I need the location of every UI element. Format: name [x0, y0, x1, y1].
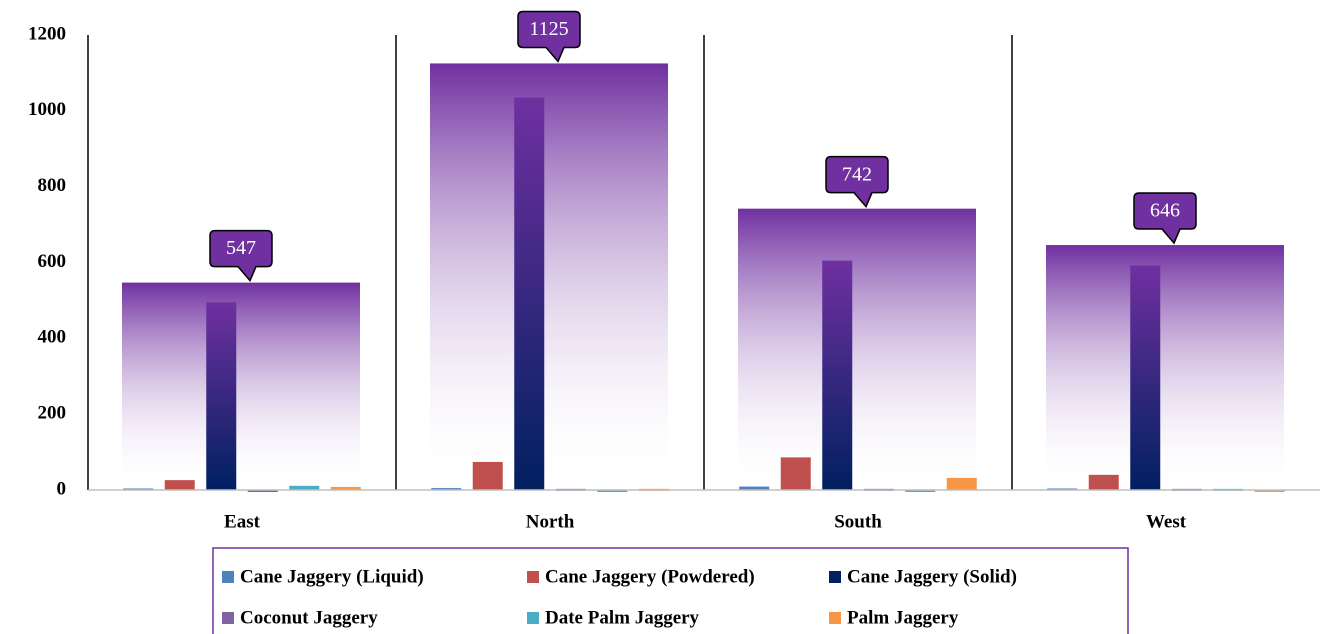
bar	[946, 477, 977, 490]
legend-label: Coconut Jaggery	[240, 607, 378, 628]
data-label: 547	[226, 237, 256, 259]
y-tick-label: 600	[38, 251, 67, 272]
total-bar	[430, 63, 668, 490]
bar	[206, 302, 237, 490]
bar	[739, 486, 770, 490]
total-bar	[738, 208, 976, 491]
x-tick-label: West	[1146, 511, 1187, 532]
bar	[905, 490, 936, 492]
legend-label: Palm Jaggery	[847, 607, 959, 628]
legend-swatch	[527, 571, 539, 583]
bar	[330, 486, 361, 490]
y-tick-label: 0	[57, 478, 67, 499]
legend-swatch	[222, 571, 234, 583]
data-label: 742	[842, 163, 872, 185]
bar	[597, 490, 628, 492]
legend-label: Cane Jaggery (Powdered)	[545, 566, 755, 587]
legend-swatch	[222, 612, 234, 624]
legend-swatch	[829, 571, 841, 583]
bar	[780, 457, 811, 490]
legend-label: Date Palm Jaggery	[545, 607, 700, 628]
bar	[514, 97, 545, 490]
legend-label: Cane Jaggery (Liquid)	[240, 566, 424, 587]
bar	[1130, 265, 1161, 490]
data-label: 646	[1150, 200, 1180, 222]
legend-swatch	[527, 612, 539, 624]
y-tick-label: 400	[38, 327, 67, 348]
callout	[825, 155, 889, 209]
y-tick-label: 200	[38, 403, 67, 424]
bar	[1254, 490, 1285, 492]
bar	[822, 260, 853, 490]
bar	[431, 488, 462, 491]
y-tick-label: 800	[38, 175, 67, 196]
bar	[1088, 474, 1119, 490]
legend-box	[212, 547, 1129, 634]
bar	[472, 461, 503, 490]
bar	[164, 480, 195, 490]
data-label: 1125	[529, 18, 568, 40]
callout	[1133, 192, 1197, 245]
bar	[289, 485, 320, 490]
total-bar	[1046, 245, 1284, 490]
x-tick-label: North	[526, 511, 575, 532]
legend-label: Cane Jaggery (Solid)	[847, 566, 1017, 587]
total-bar	[122, 282, 360, 490]
y-tick-label: 1200	[28, 23, 66, 44]
bar	[247, 490, 278, 492]
legend-swatch	[829, 612, 841, 624]
x-tick-label: East	[224, 511, 261, 532]
callout	[517, 10, 581, 63]
y-tick-label: 1000	[28, 99, 66, 120]
x-tick-label: South	[834, 511, 882, 532]
callout	[209, 229, 273, 282]
